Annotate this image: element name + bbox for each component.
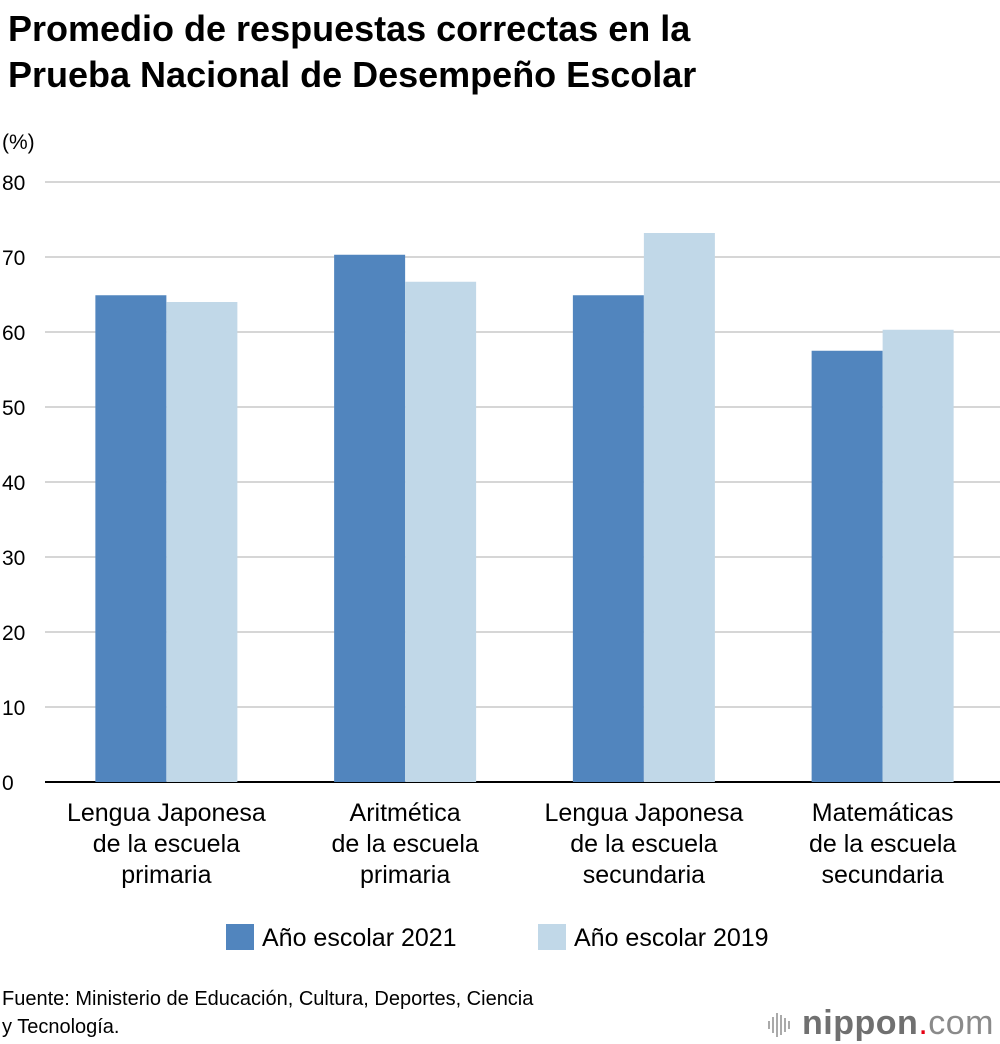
title-line-2: Prueba Nacional de Desempeño Escolar (8, 54, 697, 95)
source-line-1: Fuente: Ministerio de Educación, Cultura… (2, 988, 534, 1010)
bar-2021 (95, 295, 167, 782)
x-tick-label: secundaria (583, 861, 705, 889)
y-tick-label: 30 (2, 547, 25, 570)
x-tick-label: de la escuela (809, 830, 956, 858)
x-tick-label: de la escuela (570, 830, 717, 858)
y-tick-label: 0 (2, 772, 14, 795)
x-tick-label: Aritmética (350, 799, 461, 827)
legend-label: Año escolar 2021 (262, 924, 457, 952)
legend-swatch (226, 924, 254, 950)
x-tick-label: de la escuela (93, 830, 240, 858)
y-tick-label: 20 (2, 622, 25, 645)
y-tick-label: 70 (2, 247, 25, 270)
bar-2019 (882, 329, 954, 782)
x-tick-label: de la escuela (331, 830, 478, 858)
source-note: Fuente: Ministerio de Educación, Cultura… (2, 985, 533, 1041)
source-line-2: y Tecnología. (2, 1016, 120, 1038)
x-tick-label: Lengua Japonesa (544, 799, 743, 827)
logo-main: nippon (802, 1004, 919, 1042)
x-tick-label: Matemáticas (812, 799, 954, 827)
y-tick-label: 40 (2, 472, 25, 495)
y-tick-label: 80 (2, 172, 25, 195)
y-tick-label: 60 (2, 322, 25, 345)
logo-dot: . (918, 1004, 929, 1042)
logo-bars-icon (768, 1013, 791, 1038)
chart-title: Promedio de respuestas correctas en la Pr… (8, 6, 696, 98)
bar-2021 (811, 350, 883, 782)
y-axis-unit-label: (%) (2, 131, 35, 154)
x-tick-label: Lengua Japonesa (67, 799, 266, 827)
title-line-1: Promedio de respuestas correctas en la (8, 8, 691, 49)
x-tick-label: primaria (121, 861, 211, 889)
bar-2019 (405, 281, 477, 782)
bar-chart: (%) 0 10 20 30 40 50 60 70 80 Lengua Japonesa de … (2, 131, 1000, 952)
y-tick-label: 50 (2, 397, 25, 420)
bar-2019 (643, 233, 715, 782)
bar-2021 (334, 254, 406, 782)
nippon-logo: nippon.com (768, 1004, 994, 1043)
x-tick-label: primaria (360, 861, 450, 889)
legend-label: Año escolar 2019 (574, 924, 769, 952)
bar-2021 (572, 295, 644, 782)
x-tick-label: secundaria (821, 861, 943, 889)
logo-suffix: com (928, 1004, 994, 1042)
y-tick-label: 10 (2, 697, 25, 720)
legend-swatch (538, 924, 566, 950)
bar-2019 (166, 302, 238, 782)
